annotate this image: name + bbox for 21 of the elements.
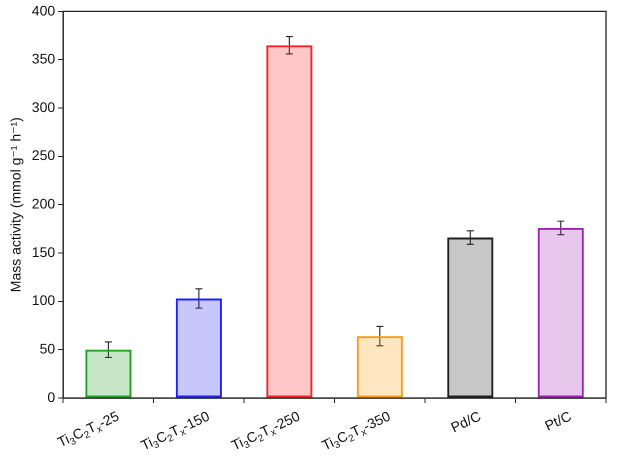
- bar: [85, 350, 132, 398]
- y-tick-label: 300: [32, 98, 56, 115]
- x-tick-label: Pt/C: [542, 408, 574, 434]
- x-tick-label: Pd/C: [448, 408, 484, 436]
- bar: [266, 45, 312, 398]
- x-tick-label: Ti3C2Tx-250: [228, 408, 302, 454]
- y-tick-label: 400: [32, 2, 56, 18]
- y-tick-label: 50: [40, 340, 56, 357]
- y-tick-label: 200: [32, 196, 56, 212]
- x-tick-label: Ti3C2Tx-350: [319, 408, 393, 454]
- x-tick-label: Ti3C2Tx-25: [54, 408, 122, 450]
- y-tick-label: 250: [32, 147, 56, 164]
- y-axis-title: Mass activity (mmol g⁻¹ h⁻¹): [7, 117, 24, 292]
- bar: [356, 336, 403, 398]
- bar: [176, 298, 222, 398]
- y-tick-label: 350: [32, 50, 56, 67]
- x-tick-label: Ti3C2Tx-150: [138, 408, 212, 454]
- bar: [538, 228, 584, 398]
- y-tick-label: 100: [32, 292, 56, 308]
- y-tick-label: 150: [32, 244, 56, 260]
- y-tick-label: 0: [47, 388, 56, 405]
